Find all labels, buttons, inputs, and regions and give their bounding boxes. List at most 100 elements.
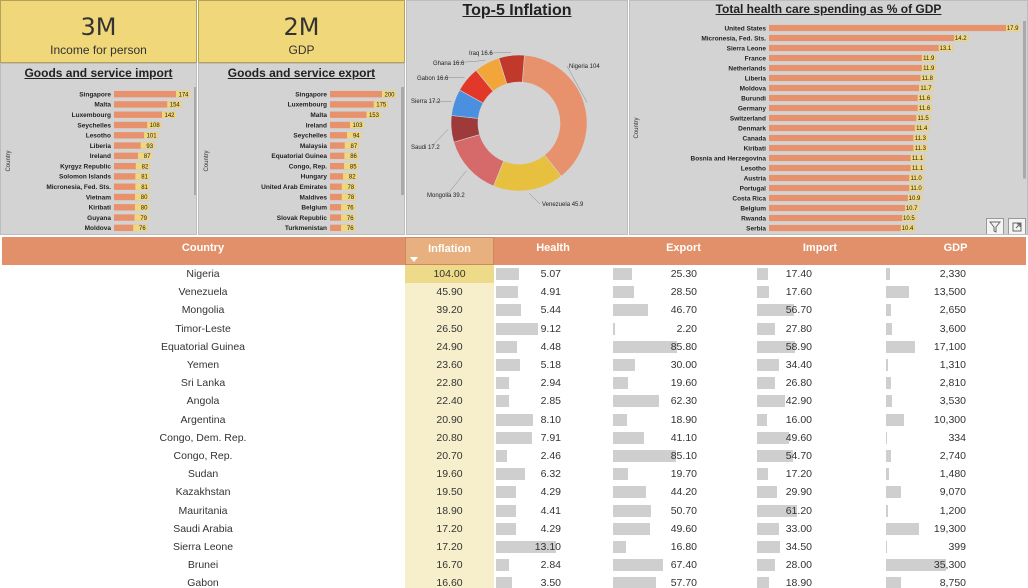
import-data-label: 76 (139, 226, 146, 232)
health-data-label: 11.9 (923, 66, 935, 72)
data-bar-export (613, 322, 615, 335)
health-tick-label: Bosnia and Herzegovina (691, 155, 767, 162)
export-data-label-bg (344, 152, 359, 160)
cell-health: 8.10 (495, 411, 611, 429)
import-tick-label: Vietnam (86, 194, 111, 201)
data-bar-gdp (886, 413, 904, 426)
cell-inflation: 18.90 (405, 501, 494, 520)
import-tick-label: Lesotho (86, 133, 111, 140)
cell-health: 6.32 (495, 465, 611, 483)
cell-inflation: 24.90 (405, 337, 494, 356)
table-row[interactable]: Sri Lanka 22.80 2.94 19.60 26.80 2,810 (2, 374, 1026, 393)
cell-health: 3.50 (495, 574, 611, 588)
data-bar-export (613, 340, 677, 353)
export-tick-label: Seychelles (293, 133, 327, 140)
import-data-label-bg (162, 111, 177, 118)
data-bar-import (757, 504, 797, 517)
table-row[interactable]: Argentina 20.90 8.10 18.90 16.00 10,300 (2, 410, 1026, 429)
cell-import: 33.00 (756, 520, 884, 538)
cell-country: Mongolia (181, 304, 225, 317)
data-bar-health (496, 340, 517, 353)
data-bar-export (613, 413, 628, 426)
health-data-label-bg (910, 164, 925, 172)
kpi-income-value: 3M (80, 13, 117, 41)
cell-country: Kazakhstan (175, 486, 231, 499)
import-data-label-bg (144, 132, 159, 139)
focus-mode-icon[interactable] (1008, 218, 1026, 234)
cell-value-text: 4.41 (540, 504, 561, 517)
country-data-table[interactable]: Country Inflation Health Export Import GDP Ni… (2, 237, 1026, 588)
import-bar-chart[interactable]: Country Singapore 174 Malta 154 Luxembourg 142… (1, 64, 197, 235)
column-header-health[interactable]: Health (536, 242, 570, 254)
table-row[interactable]: Saudi Arabia 17.20 4.29 49.60 33.00 19,300 (2, 519, 1026, 538)
import-bar (114, 224, 148, 232)
cell-health: 13.10 (495, 538, 611, 556)
health-data-label-bg (914, 124, 929, 132)
export-bar-chart[interactable]: Country Singapore 200 Luxembourg 175 Malta 153… (199, 64, 405, 235)
table-row[interactable]: Mauritania 18.90 4.41 50.70 61.20 1,200 (2, 501, 1026, 520)
column-header-gdp[interactable]: GDP (943, 242, 968, 254)
table-row[interactable]: Congo, Dem. Rep. 20.80 7.91 41.10 49.60 334 (2, 428, 1026, 447)
cell-health: 5.18 (495, 356, 611, 374)
import-tick-label: Seychelles (77, 122, 111, 129)
cell-value-text: 49.60 (785, 431, 812, 444)
filter-icon[interactable] (986, 218, 1004, 234)
cell-value-text: 26.80 (785, 377, 812, 390)
table-row[interactable]: Congo, Rep. 20.70 2.46 85.10 54.70 2,740 (2, 447, 1026, 466)
cell-import: 34.50 (756, 538, 884, 556)
table-row[interactable]: Equatorial Guinea 24.90 4.48 85.80 58.90 17,1… (2, 337, 1026, 356)
import-bar (114, 121, 162, 129)
import-data-label: 142 (165, 113, 176, 119)
health-chart-panel[interactable]: Total health care spending as % of GDP C… (629, 0, 1028, 235)
table-row[interactable]: Sierra Leone 17.20 13.10 16.80 34.50 399 (2, 538, 1026, 557)
health-bar-chart[interactable]: Country United States 17.9 Micronesia, Fed.… (630, 1, 1028, 235)
table-row[interactable]: Gabon 16.60 3.50 57.70 18.90 8,750 (2, 574, 1026, 588)
import-chart-panel[interactable]: Goods and service import Country Singapor… (0, 63, 197, 235)
cell-value-text: 4.29 (540, 522, 561, 535)
data-bar-gdp (886, 268, 890, 280)
table-row[interactable]: Sudan 19.60 6.32 19.70 17.20 1,480 (2, 465, 1026, 484)
health-bar (769, 134, 928, 142)
table-row[interactable]: Timor-Leste 26.50 9.12 2.20 27.80 3,600 (2, 319, 1026, 338)
table-row[interactable]: Mongolia 39.20 5.44 46.70 56.70 2,650 (2, 301, 1026, 320)
cell-inflation: 23.60 (405, 356, 494, 375)
cell-export: 49.60 (612, 520, 755, 538)
column-header-inflation[interactable]: Inflation (405, 237, 494, 265)
export-tick-label: Malaysia (300, 143, 327, 150)
import-bar (114, 132, 159, 139)
table-row[interactable]: Kazakhstan 19.50 4.29 44.20 29.90 9,070 (2, 483, 1026, 502)
cell-value-text: 1,310 (939, 359, 966, 371)
inflation-donut-chart[interactable]: Nigeria 104 Venezuela 45.9 Mongolia 39.2 Sa… (407, 1, 628, 235)
table-row[interactable]: Brunei 16.70 2.84 67.40 28.00 35,300 (2, 556, 1026, 575)
export-chart-panel[interactable]: Goods and service export Country Singapor… (198, 63, 405, 235)
inflation-donut-panel[interactable]: Top-5 Inflation Nigeria 104 Venezuela 45.… (406, 0, 628, 235)
column-header-country[interactable]: Country (181, 242, 225, 254)
health-ylabel: Country (634, 117, 640, 138)
import-data-label-bg (167, 101, 182, 108)
data-bar-import (757, 468, 769, 481)
health-data-label: 11.8 (922, 76, 934, 82)
table-row[interactable]: Venezuela 45.90 4.91 28.50 17.60 13,500 (2, 283, 1026, 302)
export-bar (330, 111, 381, 118)
cell-export: 41.10 (612, 429, 755, 447)
column-header-import[interactable]: Import (802, 242, 838, 254)
donut-leader-line (488, 52, 512, 54)
cell-value-text: 49.60 (670, 522, 697, 535)
cell-country: Sierra Leone (172, 541, 234, 553)
cell-export: 28.50 (612, 283, 755, 301)
export-tick-label: Malta (310, 112, 327, 119)
sort-desc-icon[interactable] (410, 257, 418, 262)
health-data-label-bg (954, 34, 969, 42)
column-header-export[interactable]: Export (666, 242, 701, 254)
donut-label: Ghana 16.6 (433, 61, 465, 67)
export-data-label-bg (347, 132, 362, 139)
table-row[interactable]: Angola 22.40 2.85 62.30 42.90 3,530 (2, 392, 1026, 411)
cell-value-text: 35,300 (933, 559, 966, 572)
export-data-label-bg (341, 224, 356, 232)
cell-export: 46.70 (612, 301, 755, 319)
table-row[interactable]: Yemen 23.60 5.18 30.00 34.40 1,310 (2, 356, 1026, 375)
health-data-label-bg (921, 54, 936, 62)
cell-value-text: 25.30 (670, 268, 697, 280)
table-row[interactable]: Nigeria 104.00 5.07 25.30 17.40 2,330 (2, 265, 1026, 284)
cell-health: 2.84 (495, 556, 611, 574)
